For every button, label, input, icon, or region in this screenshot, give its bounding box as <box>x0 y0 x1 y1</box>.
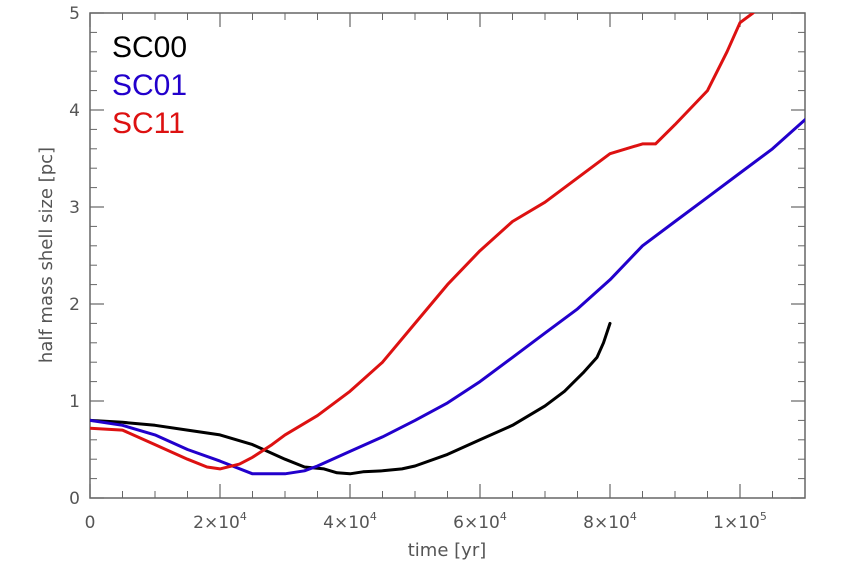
y-tick-label: 5 <box>69 4 80 24</box>
series-line-sc00 <box>90 321 612 476</box>
tick-marks <box>89 12 805 499</box>
x-tick-label: 8×104 <box>583 510 637 533</box>
series-line-sc11 <box>90 13 755 471</box>
plot-frame <box>89 12 806 499</box>
y-tick-label: 4 <box>69 101 80 121</box>
x-tick-label: 1×105 <box>713 510 767 533</box>
x-tick-label: 2×104 <box>193 510 247 533</box>
y-tick-label: 3 <box>69 198 80 218</box>
x-axis-title: time [yr] <box>408 540 487 561</box>
y-tick-label: 1 <box>69 392 80 412</box>
y-tick-label: 0 <box>69 489 80 509</box>
y-tick-labels: 0 1 2 3 4 5 <box>69 4 80 509</box>
y-tick-label: 2 <box>69 295 80 315</box>
y-axis-title: half mass shell size [pc] <box>36 147 57 363</box>
x-tick-label: 6×104 <box>453 510 507 533</box>
series-lines <box>90 13 805 476</box>
x-tick-label: 4×104 <box>323 510 377 533</box>
legend-entry-sc00: SC00 <box>112 31 187 64</box>
legend-entry-sc01: SC01 <box>112 69 187 102</box>
series-line-sc01 <box>90 118 805 476</box>
legend-entry-sc11: SC11 <box>112 107 185 140</box>
x-tick-label: 0 <box>85 513 96 533</box>
legend: SC00 SC01 SC11 <box>112 31 187 140</box>
x-tick-labels: 0 2×104 4×104 6×104 8×104 1×105 <box>85 510 767 533</box>
